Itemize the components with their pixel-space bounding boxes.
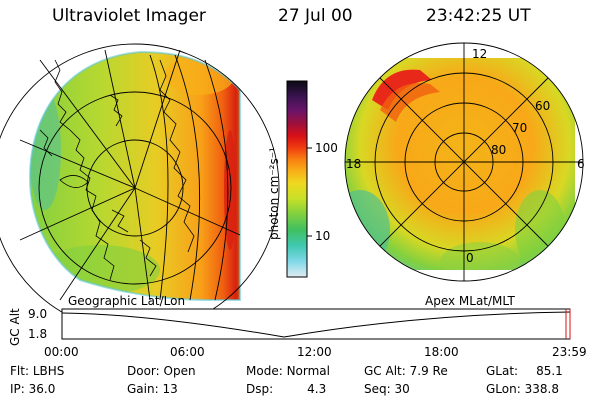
status-value: 36.0 [28,382,56,396]
status-value: 4.3 [307,382,327,396]
colorbar: 100 10 photon cm⁻²s⁻¹ [267,80,338,278]
status-value: 13 [162,382,178,396]
status-gc-alt: GC Alt: 7.9 Re [364,364,448,378]
status-value: 338.8 [524,382,559,396]
status-label: Gain: [127,382,159,396]
colorbar-tick-label: 10 [315,229,330,243]
altitude-trace [61,311,571,338]
instrument-title: Ultraviolet Imager [52,6,206,26]
colorbar-tick-label: 100 [315,141,338,155]
status-label: Mode: [246,364,283,378]
status-value: Normal [286,364,330,378]
status-seq: Seq: 30 [364,382,410,396]
colorbar-unit-label: photon cm⁻²s⁻¹ [267,147,281,240]
status-mode: Mode: Normal [246,364,330,378]
status-label: Seq: [364,382,391,396]
observation-date: 27 Jul 00 [278,6,353,26]
altitude-xtick: 23:59 [552,345,587,359]
altitude-plot: 9.0 1.8 GC Alt 00:00 06:00 12:00 18:00 2… [8,307,587,359]
status-label: GLon: [486,382,521,396]
mlat-label: 70 [512,121,527,135]
status-value: 30 [394,382,410,396]
status-label: GC Alt: [364,364,406,378]
mlt-label: 6 [577,157,585,171]
status-label: GLat: [486,364,519,378]
status-label: Dsp: [246,382,274,396]
status-glon: GLon: 338.8 [486,382,559,396]
mlt-label: 18 [346,157,361,171]
status-glat: GLat: 85.1 [486,364,563,378]
coastlines [39,59,195,281]
left-panel-caption: Geographic Lat/Lon [68,294,185,308]
status-dsp: Dsp: 4.3 [246,382,326,396]
colorbar-scale [286,80,308,278]
altitude-xtick: 18:00 [424,345,459,359]
mlt-label: 12 [472,47,487,61]
altitude-xtick: 06:00 [170,345,205,359]
status-label: IP: [10,382,25,396]
mlat-label: 60 [535,99,550,113]
mlat-label: 80 [491,143,506,157]
altitude-ylabel: GC Alt [8,308,22,346]
status-value: 7.9 Re [409,364,448,378]
status-value: Open [163,364,196,378]
altitude-plot-frame [61,308,571,340]
status-value: LBHS [32,364,65,378]
altitude-xtick: 00:00 [44,345,79,359]
status-label: Flt: [10,364,29,378]
status-value: 85.1 [536,364,563,378]
right-panel-caption: Apex MLat/MLT [425,294,515,308]
mlt-label: 0 [466,251,474,265]
status-label: Door: [127,364,160,378]
altitude-xtick: 12:00 [297,345,332,359]
altitude-ytick: 9.0 [28,307,47,321]
altitude-ytick: 1.8 [28,327,47,341]
observation-time: 23:42:25 UT [426,6,531,26]
mlat-mlt-grid [344,42,584,282]
geographic-image [0,43,280,333]
status-gain: Gain: 13 [127,382,178,396]
status-ip: IP: 36.0 [10,382,55,396]
status-filter: Flt: LBHS [10,364,64,378]
status-door: Door: Open [127,364,196,378]
apex-image: 12 18 6 0 60 70 80 [344,42,585,282]
